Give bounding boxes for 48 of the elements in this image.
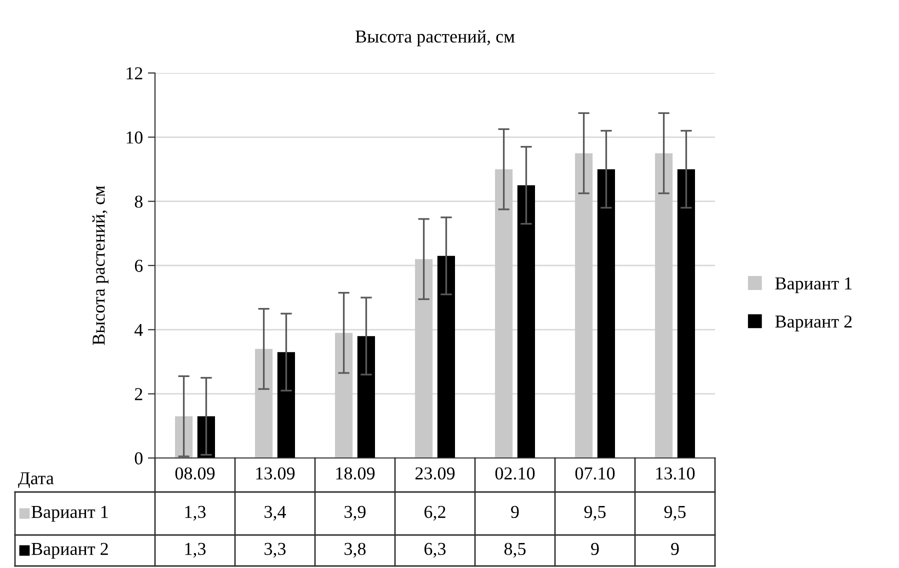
data-label: 3,9 <box>344 506 366 521</box>
y-tick-label: 6 <box>134 260 143 272</box>
y-tick-label: 12 <box>126 67 142 80</box>
bar <box>335 332 353 458</box>
data-label: 9 <box>671 542 679 556</box>
text: Дата <box>18 472 54 488</box>
bar <box>255 348 273 458</box>
bar <box>597 169 615 458</box>
x-tick-label: 18.09 <box>336 467 375 480</box>
y-tick-label: 10 <box>126 131 143 144</box>
data-label: 9 <box>511 506 519 518</box>
data-label: 3,8 <box>344 542 366 558</box>
data-label: 1,3 <box>185 542 206 558</box>
legend-label: Вариант 1 <box>32 506 108 522</box>
x-tick-label: 23.09 <box>415 467 455 480</box>
chart-title: Высота растений, см <box>356 30 515 46</box>
bar <box>357 336 375 458</box>
x-tick-label: 08.09 <box>175 467 215 480</box>
data-label: 6,3 <box>424 542 446 558</box>
x-tick-label: 07.10 <box>575 467 615 480</box>
bar <box>437 256 455 458</box>
data-label: 9,5 <box>584 506 606 521</box>
bar <box>677 169 695 458</box>
bar <box>655 153 673 458</box>
text: Вариант 2 <box>32 542 108 559</box>
legend-label: Вариант 2 <box>775 316 852 332</box>
x-tick-label: 13.10 <box>656 467 695 480</box>
data-label: 9 <box>591 542 599 556</box>
bar <box>495 169 513 458</box>
bar <box>277 352 295 458</box>
bar <box>575 153 593 458</box>
bar <box>415 259 433 458</box>
x-tick-label: 13.09 <box>256 467 295 480</box>
data-label: 8,5 <box>504 542 526 558</box>
data-label: 3,4 <box>264 506 286 521</box>
bar <box>517 185 535 458</box>
y-axis-title: Высота растений, см <box>92 186 108 345</box>
y-tick-label: 0 <box>134 452 143 464</box>
y-tick-label: 4 <box>134 324 143 336</box>
text: Вариант 1 <box>775 277 852 294</box>
data-label: 9,5 <box>664 506 686 521</box>
data-label: 1,3 <box>185 506 206 521</box>
x-tick-label: 02.10 <box>495 467 535 480</box>
data-label: 6,2 <box>424 506 446 521</box>
y-tick-label: 2 <box>134 388 142 400</box>
y-tick-label: 8 <box>134 196 143 208</box>
bar <box>175 416 193 458</box>
data-label: 3,3 <box>264 542 286 558</box>
